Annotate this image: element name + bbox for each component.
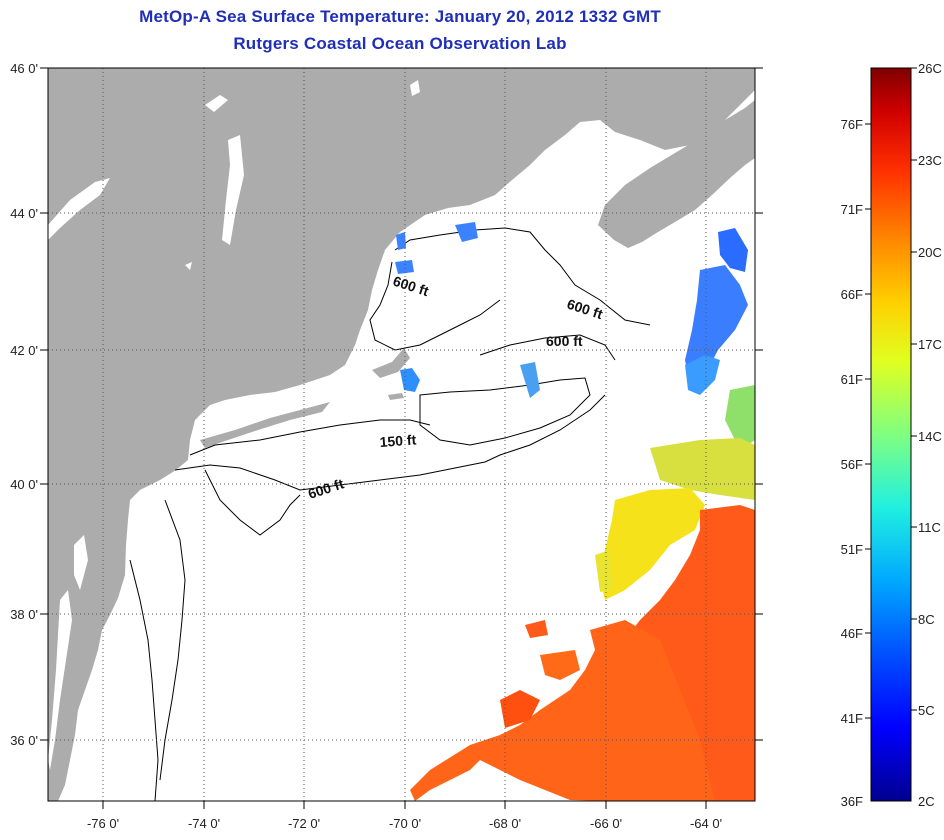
colorbar-f-label: 46F <box>841 626 863 641</box>
colorbar-f-label: 36F <box>841 794 863 809</box>
contour-600ft-slope <box>129 559 159 801</box>
land-nova-scotia <box>598 100 755 248</box>
colorbar-fahrenheit-labels: 36F 41F 46F 51F 56F 61F 66F 71F 76F <box>841 117 863 809</box>
colorbar-c-label: 23C <box>918 153 942 168</box>
bathymetry-contours <box>129 227 651 801</box>
contour-label: 150 ft <box>379 431 417 450</box>
lon-label: -66 0' <box>590 816 622 831</box>
lon-label: -72 0' <box>288 816 320 831</box>
land-mainland <box>48 68 755 801</box>
contour-label: 600 ft <box>546 333 583 349</box>
colorbar-c-label: 2C <box>918 794 935 809</box>
lon-label: -76 0' <box>87 816 119 831</box>
contour-600ft-gulf <box>369 261 501 351</box>
colorbar-ticks <box>865 67 917 719</box>
inland-lakes <box>48 80 420 770</box>
lon-label: -70 0' <box>389 816 421 831</box>
lon-label: -64 0' <box>690 816 722 831</box>
map-subtitle: Rutgers Coastal Ocean Observation Lab <box>233 34 567 53</box>
colorbar-f-label: 76F <box>841 117 863 132</box>
land-long-island <box>200 402 330 448</box>
lon-label: -74 0' <box>188 816 220 831</box>
sst-data <box>395 222 755 801</box>
colorbar-c-label: 5C <box>918 703 935 718</box>
contour-shelf-edge <box>204 469 301 536</box>
colorbar-c-label: 20C <box>918 245 942 260</box>
lat-label: 40 0' <box>10 477 38 492</box>
map-frame <box>47 67 756 802</box>
colorbar-f-label: 61F <box>841 372 863 387</box>
colorbar-f-label: 66F <box>841 287 863 302</box>
lon-label: -68 0' <box>489 816 521 831</box>
latitude-labels: 46 0' 44 0' 42 0' 40 0' 38 0' 36 0' <box>10 61 38 748</box>
lat-label: 36 0' <box>10 733 38 748</box>
longitude-labels: -76 0' -74 0' -72 0' -70 0' -68 0' -66 0… <box>87 816 722 831</box>
colorbar-c-label: 14C <box>918 429 942 444</box>
lat-label: 38 0' <box>10 607 38 622</box>
colorbar-f-label: 51F <box>841 542 863 557</box>
contour-600ft-inner <box>394 227 651 326</box>
colorbar-f-label: 56F <box>841 457 863 472</box>
colorbar-c-label: 11C <box>918 520 941 535</box>
contour-600ft-shelf <box>174 394 606 491</box>
lat-label: 44 0' <box>10 206 38 221</box>
colorbar-c-label: 26C <box>918 61 942 76</box>
lat-label: 46 0' <box>10 61 38 76</box>
colorbar-c-label: 17C <box>918 337 942 352</box>
colorbar <box>870 67 912 802</box>
contour-600ft-georges <box>479 334 616 361</box>
land-nantucket <box>388 393 404 400</box>
contour-georges-bank <box>419 377 591 446</box>
colorbar-celsius-labels: 2C 5C 8C 11C 14C 17C 20C 23C 26C <box>918 61 942 809</box>
axis-ticks <box>40 67 763 809</box>
land-cape-cod <box>372 348 410 378</box>
colorbar-c-label: 8C <box>918 612 935 627</box>
map-title: MetOp-A Sea Surface Temperature: January… <box>139 7 661 26</box>
lat-label: 42 0' <box>10 343 38 358</box>
contour-inner-shelf <box>159 499 186 781</box>
colorbar-f-label: 71F <box>841 202 863 217</box>
colorbar-f-label: 41F <box>841 711 863 726</box>
